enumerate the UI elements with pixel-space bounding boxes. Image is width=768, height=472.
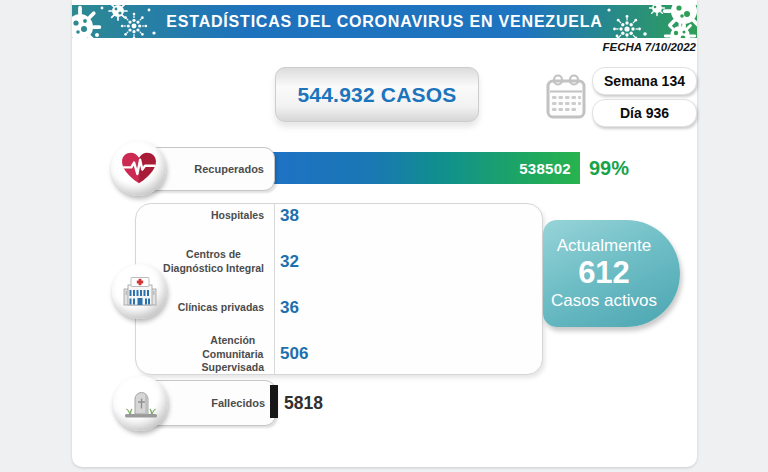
tombstone-icon <box>113 376 168 431</box>
facility-label-cdi: Centros de Diagnóstico Integral <box>163 248 264 275</box>
week-badge: Semana 134 <box>592 67 697 95</box>
facility-value-clinicas: 36 <box>280 298 299 318</box>
date-label: FECHA 7/10/2022 <box>602 41 696 53</box>
recovered-value: 538502 <box>519 160 571 177</box>
deceased-label: Fallecidos <box>211 397 265 409</box>
facilities-panel: Hospitales 38 Centros de Diagnóstico Int… <box>135 203 543 375</box>
facility-label-hospitales: Hospitales <box>211 209 264 223</box>
recovered-bar: 538502 <box>273 152 580 184</box>
hospital-icon <box>112 264 167 319</box>
day-badge: Día 936 <box>592 99 697 127</box>
facility-label-acs: Atención Comunitaria Supervisada <box>202 334 264 375</box>
active-cases-title: Actualmente <box>557 236 652 256</box>
recovered-heart-ekg-icon <box>111 141 166 196</box>
calendar-icon <box>546 74 586 124</box>
facility-value-hospitales: 38 <box>280 206 299 226</box>
deceased-bar <box>270 385 278 418</box>
facility-label-clinicas: Clínicas privadas <box>178 301 264 315</box>
banner-title: ESTADÍSTICAS DEL CORONAVIRUS EN VENEZUEL… <box>166 13 602 31</box>
active-cases-number: 612 <box>578 256 630 290</box>
infographic-card: ESTADÍSTICAS DEL CORONAVIRUS EN VENEZUEL… <box>72 0 697 467</box>
header-banner: ESTADÍSTICAS DEL CORONAVIRUS EN VENEZUEL… <box>72 5 697 38</box>
active-cases-box: Actualmente 612 Casos activos <box>543 220 680 327</box>
deceased-value: 5818 <box>284 393 323 414</box>
active-cases-subtitle: Casos activos <box>551 291 657 311</box>
virus-icons-right <box>587 5 697 38</box>
day-badge-label: Día 936 <box>620 105 669 121</box>
week-badge-label: Semana 134 <box>604 73 685 89</box>
recovered-label: Recuperados <box>194 163 264 175</box>
panel-divider <box>274 204 275 374</box>
total-cases-box: 544.932 CASOS <box>275 67 479 122</box>
facility-value-cdi: 32 <box>280 252 299 272</box>
recovered-percent: 99% <box>589 152 629 184</box>
total-cases-text: 544.932 CASOS <box>297 83 456 107</box>
facility-value-acs: 506 <box>280 344 308 364</box>
